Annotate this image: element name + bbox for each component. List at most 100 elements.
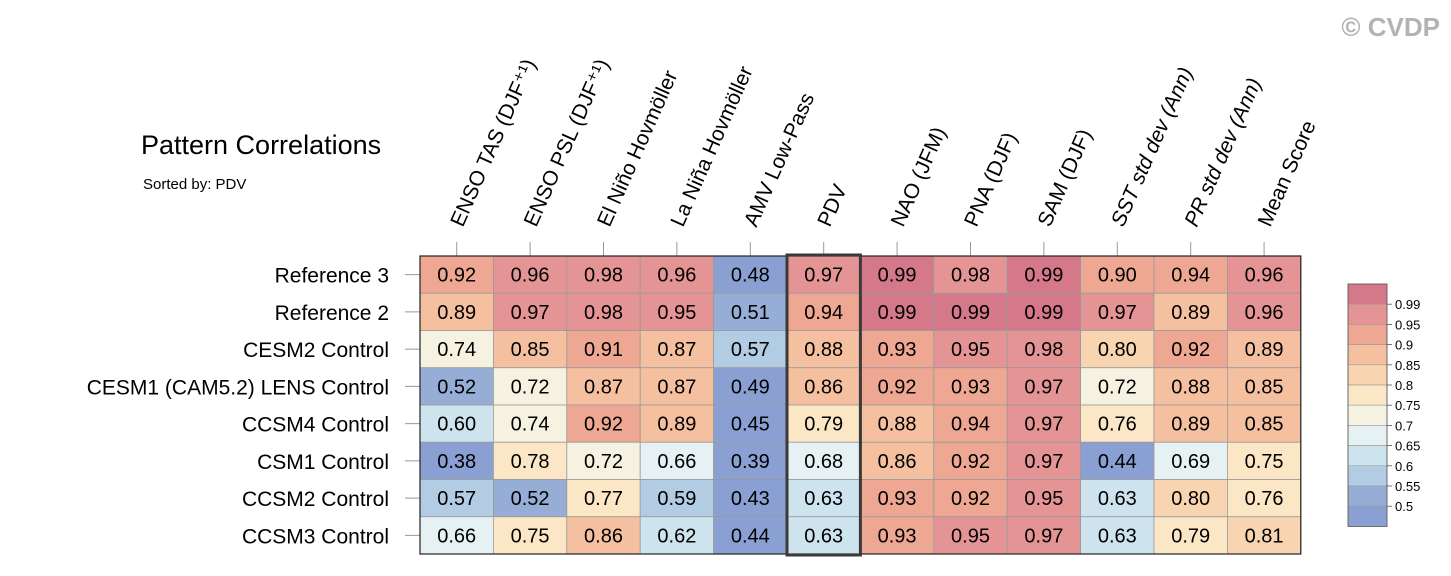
legend-label: 0.8	[1395, 378, 1413, 393]
legend-label: 0.6	[1395, 459, 1413, 474]
heatmap-cell	[419, 367, 494, 406]
heatmap-cell	[1006, 292, 1082, 331]
cell-value: 0.81	[1245, 525, 1284, 547]
cell-value: 0.95	[1024, 488, 1063, 510]
legend-label: 0.85	[1395, 358, 1420, 373]
cell-value: 0.93	[878, 525, 917, 547]
heatmap-cell	[419, 404, 494, 443]
cell-value: 0.85	[1245, 376, 1284, 398]
heatmap-cell	[492, 292, 568, 331]
cell-value: 0.87	[657, 339, 696, 361]
cell-value: 0.80	[1171, 488, 1210, 510]
cell-value: 0.75	[1245, 451, 1284, 473]
heatmap-cell	[860, 367, 935, 406]
heatmap-cell	[713, 479, 788, 518]
heatmap-cell	[419, 479, 494, 518]
cell-value: 0.97	[1024, 414, 1063, 436]
cell-value: 0.39	[731, 451, 770, 473]
cell-value: 0.97	[1024, 451, 1063, 473]
heatmap-cell	[1153, 367, 1228, 406]
heatmap-cell	[566, 292, 641, 331]
heatmap-cell	[786, 479, 861, 518]
row-label: CESM2 Control	[243, 339, 389, 362]
heatmap-cell	[1227, 255, 1302, 294]
cell-value: 0.94	[804, 302, 843, 324]
legend-swatch	[1347, 324, 1388, 345]
heatmap-cell	[860, 292, 935, 331]
heatmap-cell	[1080, 255, 1155, 294]
heatmap-cell	[1080, 330, 1155, 369]
cell-value: 0.69	[1171, 451, 1210, 473]
column-label: NAO (JFM)	[887, 124, 951, 230]
heatmap-cell	[639, 516, 715, 555]
heatmap-cells: 0.92 0.96 0.98 0.96 0.48 0.97 0.99 0.98 0.99 0.90…	[419, 253, 1302, 557]
cell-value: 0.72	[1098, 376, 1137, 398]
cell-value: 0.86	[804, 376, 843, 398]
legend-label: 0.9	[1395, 338, 1413, 353]
cell-value: 0.90	[1098, 265, 1137, 287]
row-label: CESM1 (CAM5.2) LENS Control	[87, 376, 389, 399]
heatmap-cell	[1080, 441, 1155, 480]
cell-value: 0.48	[731, 265, 770, 287]
heatmap-cell	[1006, 367, 1082, 406]
legend-swatch	[1347, 425, 1388, 446]
cell-value: 0.63	[804, 525, 843, 547]
cell-value: 0.85	[511, 339, 550, 361]
heatmap-cell	[566, 479, 641, 518]
cell-value: 0.97	[804, 265, 843, 287]
heatmap-cell	[419, 330, 494, 369]
column-label: SST std dev (Ann)	[1107, 64, 1198, 230]
cell-value: 0.66	[657, 451, 696, 473]
cell-value: 0.57	[731, 339, 770, 361]
legend-swatch	[1347, 384, 1388, 406]
cell-value: 0.97	[1024, 376, 1063, 398]
cell-value: 0.89	[1171, 414, 1210, 436]
cell-value: 0.92	[584, 414, 623, 436]
watermark: © CVDP	[1341, 12, 1440, 42]
color-legend: 0.99 0.95 0.9 0.85 0.8 0.75 0.7 0.65 0.6 0.55 0.5	[1347, 283, 1420, 527]
heatmap-cell	[1153, 255, 1228, 294]
column-label: PNA (DJF)	[960, 129, 1022, 230]
cell-value: 0.57	[437, 488, 476, 510]
cell-value: 0.49	[731, 376, 770, 398]
legend-swatch	[1347, 344, 1388, 366]
cell-value: 0.60	[437, 414, 476, 436]
heatmap-cell	[492, 441, 568, 480]
heatmap-cell	[1227, 404, 1302, 443]
cell-value: 0.93	[951, 376, 990, 398]
cell-value: 0.66	[437, 525, 476, 547]
cell-value: 0.74	[511, 414, 550, 436]
heatmap-cell	[786, 367, 861, 406]
legend-label: 0.7	[1395, 418, 1413, 433]
cell-value: 0.91	[584, 339, 623, 361]
heatmap-cell	[713, 404, 788, 443]
cell-value: 0.89	[657, 414, 696, 436]
legend-swatch	[1347, 465, 1388, 487]
cell-value: 0.44	[731, 525, 770, 547]
heatmap-cell	[1153, 292, 1228, 331]
column-label: Mean Score	[1254, 117, 1321, 230]
legend-swatch	[1347, 364, 1388, 386]
cell-value: 0.88	[878, 414, 917, 436]
row-label: CCSM2 Control	[242, 488, 389, 511]
column-label: PDV	[813, 181, 852, 230]
legend-swatch	[1347, 445, 1388, 467]
cell-value: 0.79	[1171, 525, 1210, 547]
heatmap-cell	[1080, 292, 1155, 331]
cell-value: 0.85	[1245, 414, 1284, 436]
cell-value: 0.72	[511, 376, 550, 398]
row-label: CCSM4 Control	[242, 414, 389, 437]
column-label: El Niño Hovmöller	[593, 67, 682, 230]
column-label: La Niña Hovmöller	[666, 63, 757, 230]
cell-value: 0.98	[584, 302, 623, 324]
cell-value: 0.78	[511, 451, 550, 473]
heatmap-cell	[860, 330, 935, 369]
cell-value: 0.51	[731, 302, 770, 324]
heatmap-cell	[1080, 516, 1155, 555]
heatmap-cell	[860, 441, 935, 480]
cell-value: 0.97	[1098, 302, 1137, 324]
cell-value: 0.63	[804, 488, 843, 510]
cell-value: 0.94	[951, 414, 990, 436]
heatmap-cell	[786, 441, 861, 480]
